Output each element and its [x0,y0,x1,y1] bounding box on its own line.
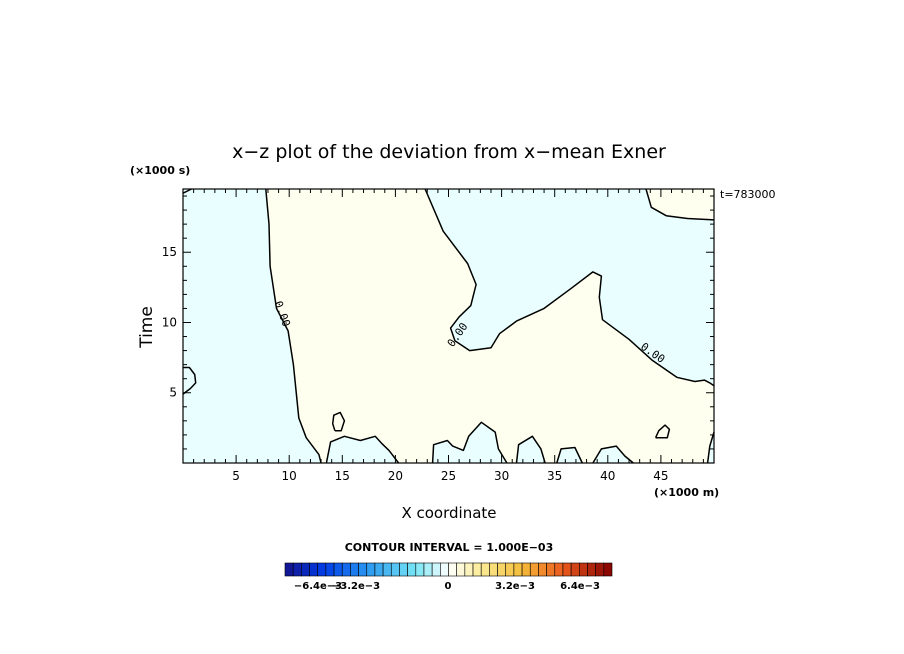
contour-line [515,435,546,464]
x-tick-label: 30 [494,469,509,483]
y-tick-label: 10 [162,315,177,329]
colorbar-swatch [317,562,327,577]
contour-line [645,188,715,221]
colorbar-swatch [595,562,605,577]
colorbar-label: 6.4e−3 [560,581,600,592]
colorbar-swatch [366,562,376,577]
zero-contours [182,188,715,464]
x-tick-label: 15 [335,469,350,483]
colorbar-swatch [489,562,498,577]
x-tick-label: 25 [441,469,456,483]
colorbar-swatch [521,562,531,577]
contour-line [331,411,346,432]
colorbar-labels: −6.4e−3−3.2e−3 0 3.2e−3 6.4e−3 [294,581,600,592]
colorbar-swatch [309,562,318,577]
colorbar-swatch [472,562,482,577]
positive-region [265,189,714,463]
contour-line [654,424,671,439]
colorbar-swatch [587,562,596,577]
colorbar-swatch [456,562,466,577]
x-tick-label: 35 [547,469,562,483]
colorbar-swatch [415,562,425,577]
colorbar-swatch [292,562,302,577]
positive-area [646,189,714,220]
y-tick-label: 15 [162,245,177,259]
colorbar-swatch [440,562,449,577]
colorbar-swatch [284,562,294,577]
x-tick-label: 45 [653,469,668,483]
colorbar-swatch [374,562,384,577]
contour-line [431,421,508,464]
colorbar-swatch [431,562,441,577]
colorbar-swatch [448,562,457,577]
time-stamp: t=783000 [720,188,776,201]
contour-line [556,446,583,464]
colorbar-swatch [603,562,613,577]
colorbar [284,562,613,577]
colorbar-swatch [333,562,343,577]
x-axis-label: X coordinate [401,504,496,522]
colorbar-swatch [505,562,515,577]
colorbar-swatch [382,562,392,577]
colorbar-swatch [529,562,539,577]
colorbar-label: 0 [445,581,452,592]
colorbar-swatch [399,562,408,577]
colorbar-label: −3.2e−3 [332,581,380,592]
colorbar-swatch [358,562,368,577]
colorbar-swatch [480,562,490,577]
contour-line [265,188,322,464]
colorbar-swatch [570,562,580,577]
colorbar-label: 3.2e−3 [495,581,535,592]
chart-title: x−z plot of the deviation from x−mean Ex… [232,141,666,163]
colorbar-swatch [341,562,351,577]
colorbar-swatch [464,562,474,577]
contour-line [706,431,715,464]
colorbar-swatch [325,562,335,577]
colorbar-swatch [350,562,359,577]
colorbar-swatch [562,562,572,577]
contour-line [325,435,400,464]
contour-line [592,445,634,464]
colorbar-swatch [301,562,310,577]
colorbar-label: −6.4e−3 [294,581,342,592]
colorbar-swatch [546,562,556,577]
contour-line [182,188,192,194]
colorbar-swatch [538,562,547,577]
contour-line [424,188,715,387]
x-tick-label: 40 [600,469,615,483]
colorbar-swatch [513,562,523,577]
y-unit-label: (×1000 s) [130,164,190,177]
positive-area [624,360,714,463]
contour-interval-text: CONTOUR INTERVAL = 1.000E−03 [345,541,554,554]
colorbar-swatch [390,562,400,577]
y-axis-label: Time [137,306,157,349]
x-tick-label: 20 [388,469,403,483]
colorbar-swatch [423,562,433,577]
x-unit-label: (×1000 m) [654,486,719,499]
colorbar-swatch [554,562,564,577]
axis-ticks: 5 10 15 20 25 30 35 40 45 5 10 15 [162,189,714,483]
contour-line [182,366,197,395]
positive-area [265,189,714,463]
x-tick-label: 5 [232,469,240,483]
colorbar-swatch [497,562,507,577]
colorbar-swatch [578,562,588,577]
y-tick-label: 5 [169,386,177,400]
x-tick-label: 10 [282,469,297,483]
colorbar-swatch [407,562,417,577]
